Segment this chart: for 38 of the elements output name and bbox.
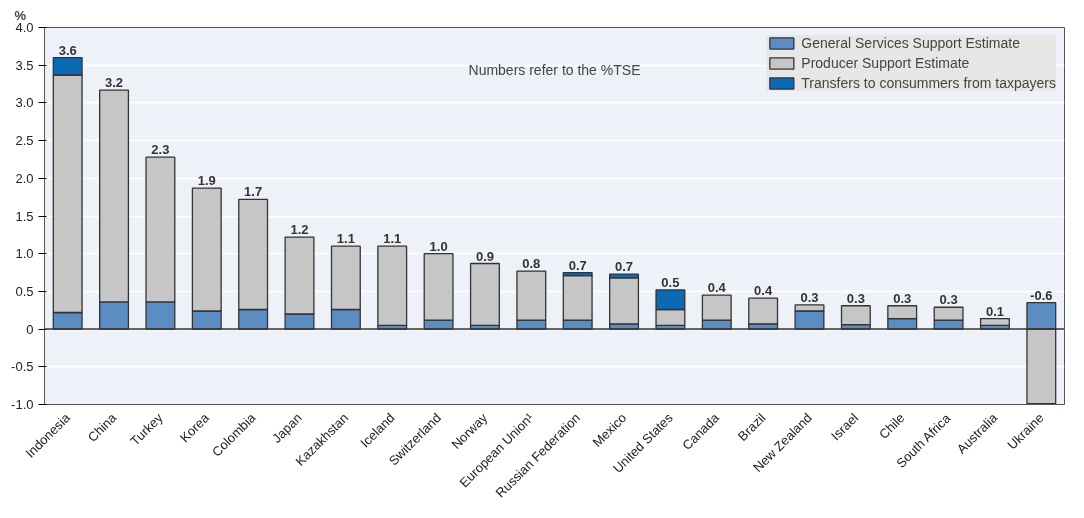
- legend-label: Transfers to consummers from taxpayers: [801, 75, 1056, 91]
- y-tick-label: 2.0: [15, 170, 34, 186]
- text: 3.6: [58, 42, 77, 58]
- y-tick-label: 2.5: [15, 133, 34, 149]
- text: 0.5: [661, 274, 680, 290]
- text: 3.2: [105, 75, 124, 91]
- text: 0.4: [707, 280, 726, 296]
- y-tick-label: 4.0: [15, 20, 34, 35]
- legend-label: Producer Support Estimate: [801, 55, 970, 71]
- text: 0.4: [754, 283, 773, 299]
- text: 0.3: [893, 290, 912, 306]
- text: 0.8: [522, 256, 541, 272]
- annotation: Numbers refer to the %TSE: [468, 61, 641, 78]
- text: 1.1: [336, 231, 355, 247]
- text: 1.9: [197, 173, 216, 189]
- text: 0.7: [615, 259, 634, 275]
- y-tick-label: 1.5: [15, 208, 34, 224]
- legend-label: General Services Support Estimate: [801, 35, 1020, 51]
- y-tick-label: 3.0: [15, 95, 34, 111]
- text: 1.2: [290, 222, 309, 238]
- text: 1.1: [383, 231, 402, 247]
- text: 1.7: [244, 184, 263, 200]
- text: -0.6: [1030, 287, 1053, 303]
- y-axis-title: %: [14, 7, 27, 23]
- text: 0.3: [800, 289, 819, 305]
- y-tick-label: 3.5: [15, 57, 34, 73]
- text: 0.3: [846, 290, 865, 306]
- y-tick-label: -1.0: [11, 397, 34, 412]
- y-tick-label: -0.5: [11, 359, 34, 375]
- text: 1.0: [429, 238, 448, 254]
- text: 0.1: [985, 303, 1004, 319]
- text: 0.7: [568, 257, 587, 273]
- y-tick-label: 0: [26, 321, 34, 337]
- text: 0.9: [475, 248, 494, 264]
- text: 2.3: [151, 142, 170, 158]
- y-tick-label: 1.0: [15, 246, 34, 262]
- text: 0.3: [939, 292, 958, 308]
- y-tick-label: 0.5: [15, 283, 34, 299]
